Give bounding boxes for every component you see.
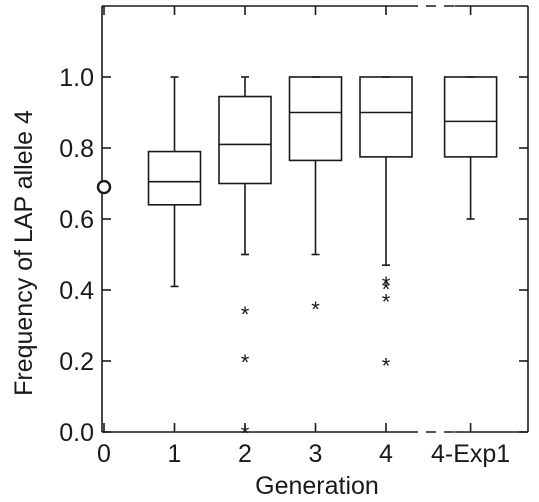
y-tick-label: 0.8 <box>59 135 94 163</box>
outlier-marker: * <box>241 302 250 327</box>
outlier-marker: * <box>241 421 250 446</box>
box-4-Exp1 <box>443 76 498 220</box>
y-axis-label: Frequency of LAP allele 4 <box>10 110 38 396</box>
x-tick-label: 2 <box>238 440 252 468</box>
outlier-marker: * <box>382 354 391 379</box>
y-axis-ticks: 0.0 0.2 0.4 0.6 0.8 1.0 <box>59 64 528 447</box>
box-iqr <box>359 76 413 158</box>
x-tick-label: 0 <box>97 440 111 468</box>
y-tick-label: 0.2 <box>59 348 94 376</box>
initial-point-circle <box>96 179 112 195</box>
outlier-marker: * <box>382 272 391 297</box>
outlier-marker: * <box>382 290 391 315</box>
x-axis-label: Generation <box>255 472 379 500</box>
y-tick-label: 0.6 <box>59 206 94 234</box>
x-tick-label: 4 <box>379 440 393 468</box>
outlier-marker: * <box>241 350 250 375</box>
box-2: * * * <box>218 76 272 446</box>
box-series: ******** <box>147 76 498 446</box>
box-iqr <box>443 76 498 158</box>
initial-frequency-point <box>96 179 112 195</box>
x-axis-ticks: 0 1 2 3 4 4-Exp1 <box>97 6 510 468</box>
y-tick-label: 0.0 <box>59 419 94 447</box>
box-iqr <box>218 95 272 185</box>
box-iqr <box>288 76 343 162</box>
box-1 <box>147 76 202 288</box>
y-tick-label: 1.0 <box>59 64 94 92</box>
outlier-marker: * <box>382 277 391 302</box>
x-tick-label: 4-Exp1 <box>431 440 510 468</box>
y-tick-label: 0.4 <box>59 277 94 305</box>
outlier-marker: * <box>311 297 320 322</box>
box-iqr <box>147 150 202 206</box>
box-4: **** <box>359 76 413 379</box>
box-3: * <box>288 76 343 322</box>
x-tick-label: 1 <box>168 440 182 468</box>
x-tick-label: 3 <box>309 440 323 468</box>
